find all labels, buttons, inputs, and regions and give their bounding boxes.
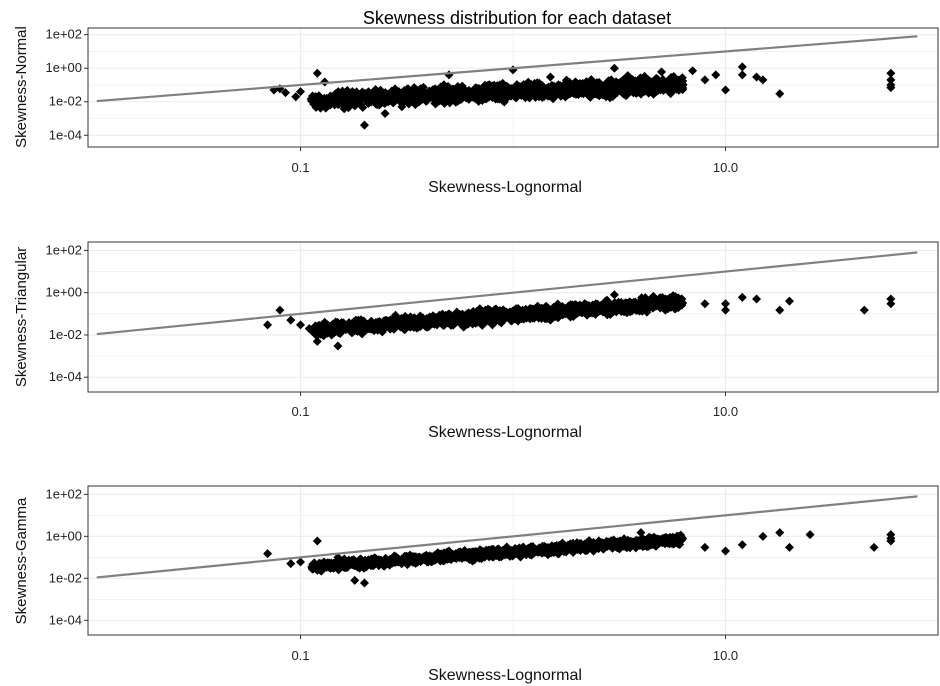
x-tick-label: 0.1	[291, 648, 309, 663]
y-tick-label: 1e-04	[49, 369, 82, 384]
y-tick-label: 1e+02	[45, 242, 82, 257]
y-tick-label: 1e-02	[49, 570, 82, 585]
x-axis-label: Skewness-Lognormal	[428, 179, 582, 196]
y-axis-label: Skewness-Gamma	[13, 497, 30, 624]
panel-3: 1e+02 1e+00 1e-02 1e-04 0.1 10.0 Skewness-Logn…	[13, 486, 938, 684]
y-axis-label: Skewness-Triangular	[13, 247, 30, 387]
y-tick-label: 1e-04	[49, 612, 82, 627]
x-tick-label: 10.0	[713, 404, 738, 419]
y-tick-label: 1e+00	[45, 285, 82, 300]
y-tick-label: 1e-04	[49, 127, 82, 142]
y-tick-label: 1e+02	[45, 27, 82, 42]
x-tick-label: 10.0	[713, 160, 738, 175]
y-axis-label: Skewness-Normal	[13, 26, 30, 148]
x-tick-label: 10.0	[713, 648, 738, 663]
panel-1: 1e+02 1e+00 1e-02 1e-04 0.1 10.0 Skewness-Logn…	[13, 26, 938, 196]
panel-2: 1e+02 1e+00 1e-02 1e-04 0.1 10.0 Skewness-Logn…	[13, 242, 938, 441]
x-tick-label: 0.1	[291, 404, 309, 419]
x-tick-label: 0.1	[291, 160, 309, 175]
x-axis-label: Skewness-Lognormal	[428, 667, 582, 684]
figure-title: Skewness distribution for each dataset	[363, 8, 671, 28]
y-tick-label: 1e+00	[45, 60, 82, 75]
y-tick-label: 1e-02	[49, 94, 82, 109]
y-tick-label: 1e+00	[45, 528, 82, 543]
x-axis-label: Skewness-Lognormal	[428, 424, 582, 441]
y-tick-label: 1e-02	[49, 327, 82, 342]
y-tick-label: 1e+02	[45, 486, 82, 501]
